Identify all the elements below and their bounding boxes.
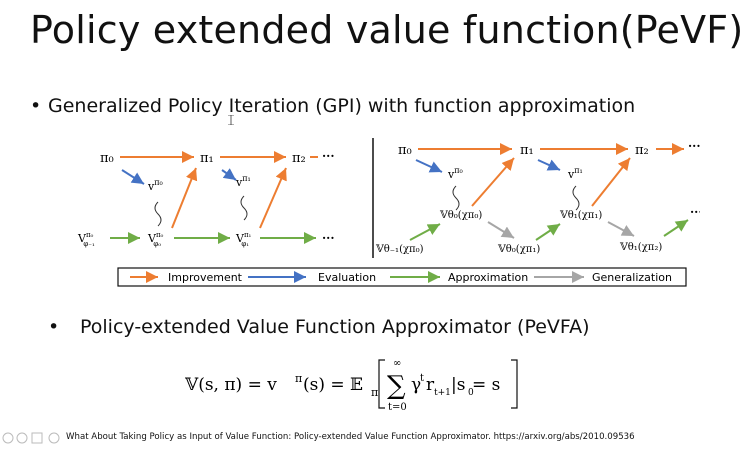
legend-approximation: Approximation bbox=[448, 271, 528, 284]
right-approx-squiggle-1 bbox=[572, 185, 580, 211]
left-approx-squiggle-0 bbox=[154, 201, 162, 227]
bullet-pevfa-text: Policy-extended Value Function Approxima… bbox=[80, 316, 590, 338]
left-eval-arrow-1 bbox=[221, 168, 237, 181]
left-phi1: Vπ₁ φ₁ bbox=[235, 231, 252, 248]
gpi-diagram: π₀ π₁ π₂ ··· vπ₀ vπ₁ Vπ₀ φ₋₁ Vπ₀ φ₀ Vπ₁ φ₁ … bbox=[77, 138, 700, 287]
left-v0: vπ₀ bbox=[147, 178, 163, 193]
left-phi0: Vπ₀ φ₀ bbox=[147, 231, 164, 248]
right-dots-bottom: ··· bbox=[690, 205, 700, 219]
right-pi1: π₁ bbox=[520, 143, 534, 158]
formula-pi-sup: π bbox=[295, 372, 302, 385]
right-eval-arrow-0 bbox=[415, 159, 443, 173]
right-node-b: 𝕍θ₋₁(χπ₀) bbox=[375, 244, 424, 255]
right-v0: vπ₀ bbox=[447, 166, 463, 181]
right-eval-arrow-1 bbox=[537, 159, 561, 171]
text-cursor-icon bbox=[228, 115, 234, 125]
formula-s-sub: 0 bbox=[468, 388, 474, 398]
formula-t-sup: t bbox=[420, 373, 424, 384]
right-improve-arrow-1 bbox=[591, 157, 631, 207]
right-approx-arrow-2 bbox=[663, 219, 689, 237]
left-pi0: π₀ bbox=[100, 151, 114, 166]
right-node-d: 𝕍θ₁(χπ₁) bbox=[559, 210, 602, 221]
right-pi0: π₀ bbox=[398, 143, 412, 158]
formula-cond: |s bbox=[451, 375, 465, 395]
formula-left-bracket bbox=[378, 359, 385, 409]
presenter-toolbar bbox=[2, 432, 60, 444]
left-phi-m1: Vπ₀ φ₋₁ bbox=[77, 231, 95, 248]
right-pi2: π₂ bbox=[635, 143, 649, 158]
left-dots-bottom: ··· bbox=[322, 231, 335, 245]
formula-r: r bbox=[426, 375, 435, 395]
prev-slide-icon[interactable] bbox=[2, 432, 14, 444]
right-improve-arrow-0 bbox=[471, 157, 515, 207]
legend-evaluation: Evaluation bbox=[318, 271, 376, 284]
right-generalize-arrow-1 bbox=[607, 221, 635, 237]
bullet-pevfa: • Policy-extended Value Function Approxim… bbox=[48, 316, 590, 338]
citation: What About Taking Policy as Input of Val… bbox=[66, 432, 635, 442]
right-node-a: 𝕍θ₀(χπ₀) bbox=[439, 210, 482, 221]
left-dots-top: ··· bbox=[322, 149, 335, 163]
left-approx-squiggle-1 bbox=[240, 195, 248, 221]
right-panel: π₀ π₁ π₂ ··· vπ₀ vπ₁ 𝕍θ₀(χπ₀) 𝕍θ₁(χπ₁) 𝕍… bbox=[375, 139, 700, 255]
bullet-gpi: • Generalized Policy Iteration (GPI) with… bbox=[30, 95, 635, 117]
bullet-gpi-text: Generalized Policy Iteration (GPI) with … bbox=[48, 95, 636, 117]
bullet-dot: • bbox=[48, 316, 60, 338]
formula-r-sub: t+1 bbox=[434, 388, 451, 398]
legend: Improvement Evaluation Approximation Gen… bbox=[117, 267, 687, 287]
formula-lhs: 𝕍(s, π) = v bbox=[185, 375, 277, 395]
legend-generalization: Generalization bbox=[592, 271, 672, 284]
formula-rhs: = s bbox=[472, 375, 500, 395]
formula-pi-sub: π bbox=[371, 386, 378, 399]
formula-mid: (s) = 𝔼 bbox=[303, 375, 363, 395]
left-improve-arrow-0 bbox=[171, 167, 198, 229]
left-pi2: π₂ bbox=[292, 151, 306, 166]
formula-sum-sign: ∑ bbox=[387, 371, 406, 401]
right-node-e: 𝕍θ₁(χπ₂) bbox=[619, 242, 662, 253]
left-panel: π₀ π₁ π₂ ··· vπ₀ vπ₁ Vπ₀ φ₋₁ Vπ₀ φ₀ Vπ₁ φ₁ … bbox=[77, 149, 335, 248]
right-approx-arrow-1 bbox=[535, 223, 561, 241]
formula-gamma: γ bbox=[411, 375, 421, 395]
zoom-icon[interactable] bbox=[48, 432, 60, 444]
left-improve-arrow-1 bbox=[259, 167, 287, 229]
right-v1: vπ₁ bbox=[567, 166, 583, 181]
pevfa-formula: 𝕍(s, π) = v π (s) = 𝔼 π ∞ ∑ t=0 γ t r t+… bbox=[185, 358, 518, 413]
next-slide-icon[interactable] bbox=[16, 432, 28, 444]
left-eval-arrow-0 bbox=[121, 169, 145, 185]
right-node-c: 𝕍θ₀(χπ₁) bbox=[497, 244, 540, 255]
formula-sum-bottom: t=0 bbox=[388, 402, 407, 413]
right-approx-squiggle-0 bbox=[452, 185, 460, 211]
right-generalize-arrow-0 bbox=[487, 221, 515, 239]
pen-tool-icon[interactable] bbox=[31, 432, 43, 444]
formula-sum-top: ∞ bbox=[393, 358, 401, 369]
right-approx-arrow-0 bbox=[409, 223, 441, 241]
left-pi1: π₁ bbox=[200, 151, 214, 166]
legend-improvement: Improvement bbox=[168, 271, 243, 284]
bullet-dot: • bbox=[30, 95, 42, 117]
right-dots-top: ··· bbox=[688, 139, 700, 153]
slide-title: Policy extended value function(PeVF) bbox=[30, 8, 744, 52]
left-v1: vπ₁ bbox=[235, 174, 251, 189]
formula-right-bracket bbox=[511, 359, 518, 409]
